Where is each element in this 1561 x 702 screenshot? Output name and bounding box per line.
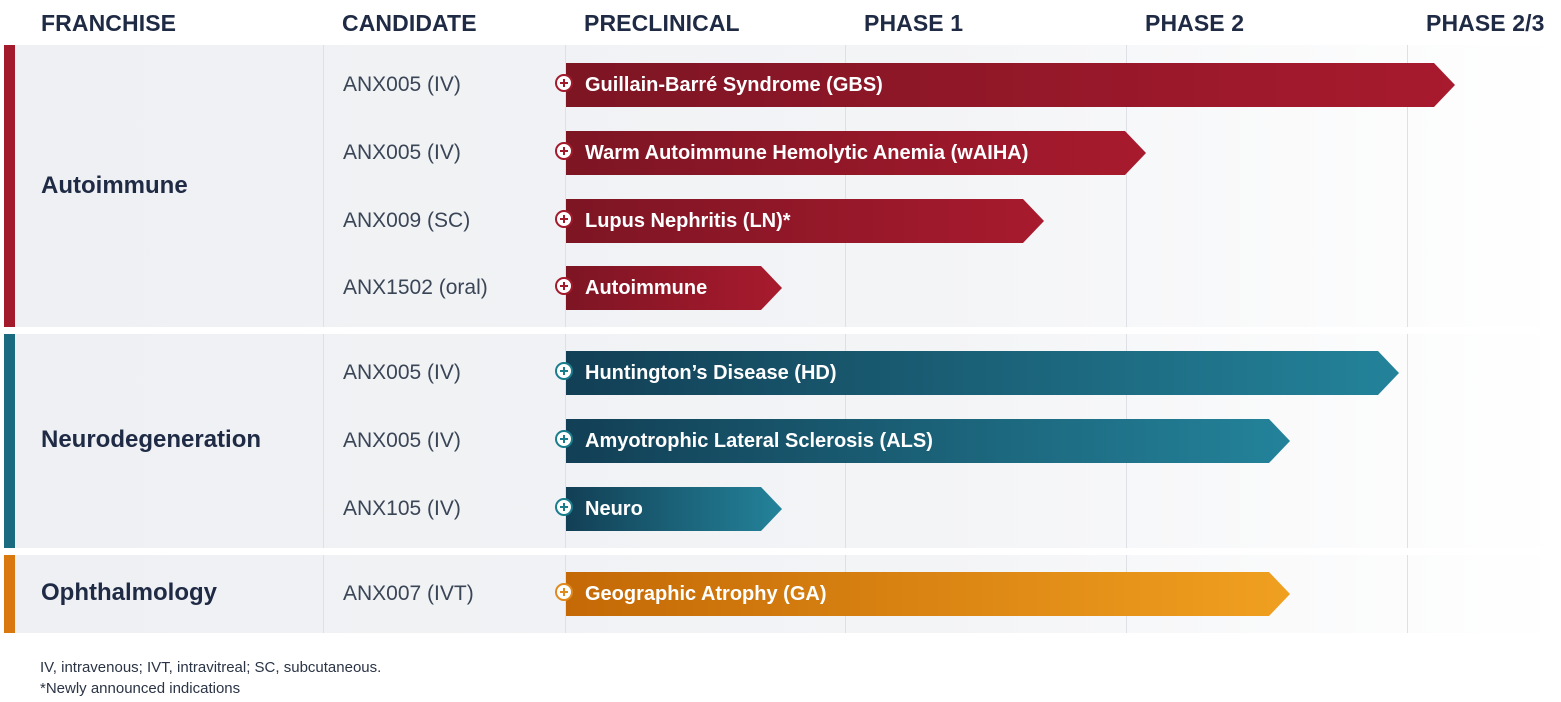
indication-label: Neuro (585, 498, 643, 520)
footnote-abbreviations: IV, intravenous; IVT, intravitreal; SC, … (40, 659, 382, 676)
progress-bar-neuro (566, 487, 782, 531)
pipeline-row: ANX009 (SC) Lupus Nephritis (LN)* (0, 199, 1561, 243)
indication-label: Guillain-Barré Syndrome (GBS) (585, 74, 883, 96)
header-preclinical: PRECLINICAL (584, 10, 740, 36)
plus-circle-icon[interactable] (555, 277, 573, 295)
indication-label: Autoimmune (585, 277, 708, 299)
franchise-color-stripe (4, 45, 15, 327)
progress-bar-hd (566, 351, 1399, 395)
pipeline-row: ANX005 (IV) Huntington’s Disease (HD) (0, 351, 1561, 395)
franchise-label-autoimmune: Autoimmune (41, 172, 188, 199)
franchise-color-stripe (4, 334, 15, 548)
progress-bar-waiha (566, 131, 1146, 175)
franchise-label-ophthalmology: Ophthalmology (41, 579, 217, 606)
progress-bar-autoimmune (566, 266, 782, 310)
header-phase-2: PHASE 2 (1145, 10, 1245, 36)
progress-bar-gbs (566, 63, 1455, 107)
group-separator (0, 548, 1561, 555)
franchise-label-neurodegeneration: Neurodegeneration (41, 426, 262, 453)
header-candidate: CANDIDATE (342, 10, 477, 36)
footnote-new-indications: *Newly announced indications (40, 680, 241, 697)
header-phase-1: PHASE 1 (864, 10, 964, 36)
progress-bar-ga (566, 572, 1290, 616)
progress-bar-ln (566, 199, 1044, 243)
progress-bar-als (566, 419, 1290, 463)
candidate-label: ANX005 (IV) (343, 73, 461, 96)
plus-circle-icon[interactable] (555, 210, 573, 228)
candidate-label: ANX005 (IV) (343, 361, 461, 384)
column-divider-preclinical (565, 45, 566, 633)
candidate-label: ANX009 (SC) (343, 209, 471, 232)
plus-circle-icon[interactable] (555, 498, 573, 516)
pipeline-row: ANX005 (IV) Warm Autoimmune Hemolytic An… (0, 131, 1561, 175)
indication-label: Geographic Atrophy (GA) (585, 583, 827, 605)
plus-circle-icon[interactable] (555, 142, 573, 160)
column-divider-phase-2-3 (1407, 45, 1408, 633)
plus-circle-icon[interactable] (555, 362, 573, 380)
indication-label: Lupus Nephritis (LN)* (585, 210, 791, 232)
group-separator (0, 327, 1561, 334)
franchise-group-ophthalmology: Ophthalmology (4, 555, 1561, 633)
franchise-color-stripe (4, 555, 15, 633)
pipeline-row: ANX007 (IVT) Geographic Atrophy (GA) (0, 572, 1561, 616)
pipeline-row: ANX005 (IV) Guillain-Barré Syndrome (GBS… (0, 63, 1561, 107)
plus-circle-icon[interactable] (555, 430, 573, 448)
column-divider-phase-2 (1126, 45, 1127, 633)
indication-label: Amyotrophic Lateral Sclerosis (ALS) (585, 430, 933, 452)
candidate-label: ANX005 (IV) (343, 141, 461, 164)
candidate-label: ANX007 (IVT) (343, 582, 474, 605)
column-divider-phase-1 (845, 45, 846, 633)
header-franchise: FRANCHISE (41, 10, 177, 36)
pipeline-row: ANX105 (IV) Neuro (0, 487, 1561, 531)
candidate-label: ANX105 (IV) (343, 497, 461, 520)
candidate-label: ANX005 (IV) (343, 429, 461, 452)
plus-circle-icon[interactable] (555, 583, 573, 601)
candidate-label: ANX1502 (oral) (343, 276, 488, 299)
pipeline-row: ANX1502 (oral) Autoimmune (0, 266, 1561, 310)
header-phase-2-3: PHASE 2/3 (1426, 10, 1545, 36)
column-divider-candidate (323, 45, 324, 633)
plus-circle-icon[interactable] (555, 74, 573, 92)
indication-label: Warm Autoimmune Hemolytic Anemia (wAIHA) (585, 142, 1029, 164)
pipeline-row: ANX005 (IV) Amyotrophic Lateral Sclerosi… (0, 419, 1561, 463)
indication-label: Huntington’s Disease (HD) (585, 362, 837, 384)
